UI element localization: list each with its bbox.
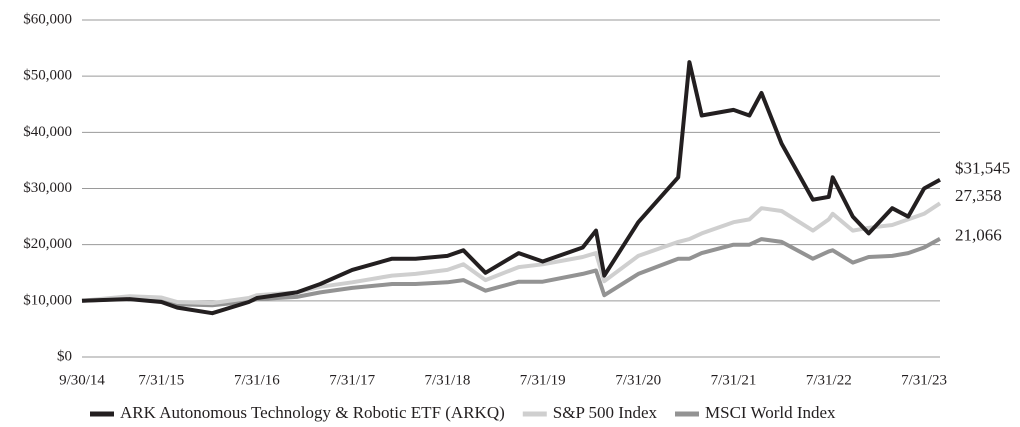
y-tick-label: $60,000: [23, 11, 72, 27]
x-tick-label: 7/31/22: [806, 372, 852, 388]
y-tick-label: $40,000: [23, 124, 72, 140]
y-tick-label: $0: [57, 348, 72, 364]
y-tick-label: $30,000: [23, 180, 72, 196]
x-tick-label: 7/31/19: [520, 372, 566, 388]
legend-label: ARK Autonomous Technology & Robotic ETF …: [120, 403, 505, 422]
y-tick-label: $10,000: [23, 292, 72, 308]
series-line: [81, 201, 942, 306]
y-tick-label: $20,000: [23, 236, 72, 252]
legend-label: MSCI World Index: [705, 403, 836, 422]
end-value-label: $31,545: [955, 159, 1010, 178]
end-value-label: 27,358: [955, 186, 1002, 205]
y-tick-label: $50,000: [23, 68, 72, 84]
x-tick-label: 9/30/14: [59, 372, 105, 388]
legend-label: S&P 500 Index: [553, 403, 658, 422]
end-value-label: 21,066: [955, 226, 1002, 245]
x-tick-label: 7/31/16: [234, 372, 280, 388]
series-line: [81, 60, 941, 316]
x-tick-label: 7/31/18: [425, 372, 471, 388]
x-tick-label: 7/31/15: [138, 372, 184, 388]
x-tick-label: 7/31/20: [615, 372, 661, 388]
x-tick-label: 7/31/17: [329, 372, 375, 388]
x-tick-label: 7/31/21: [711, 372, 757, 388]
x-tick-label: 7/31/23: [901, 372, 947, 388]
